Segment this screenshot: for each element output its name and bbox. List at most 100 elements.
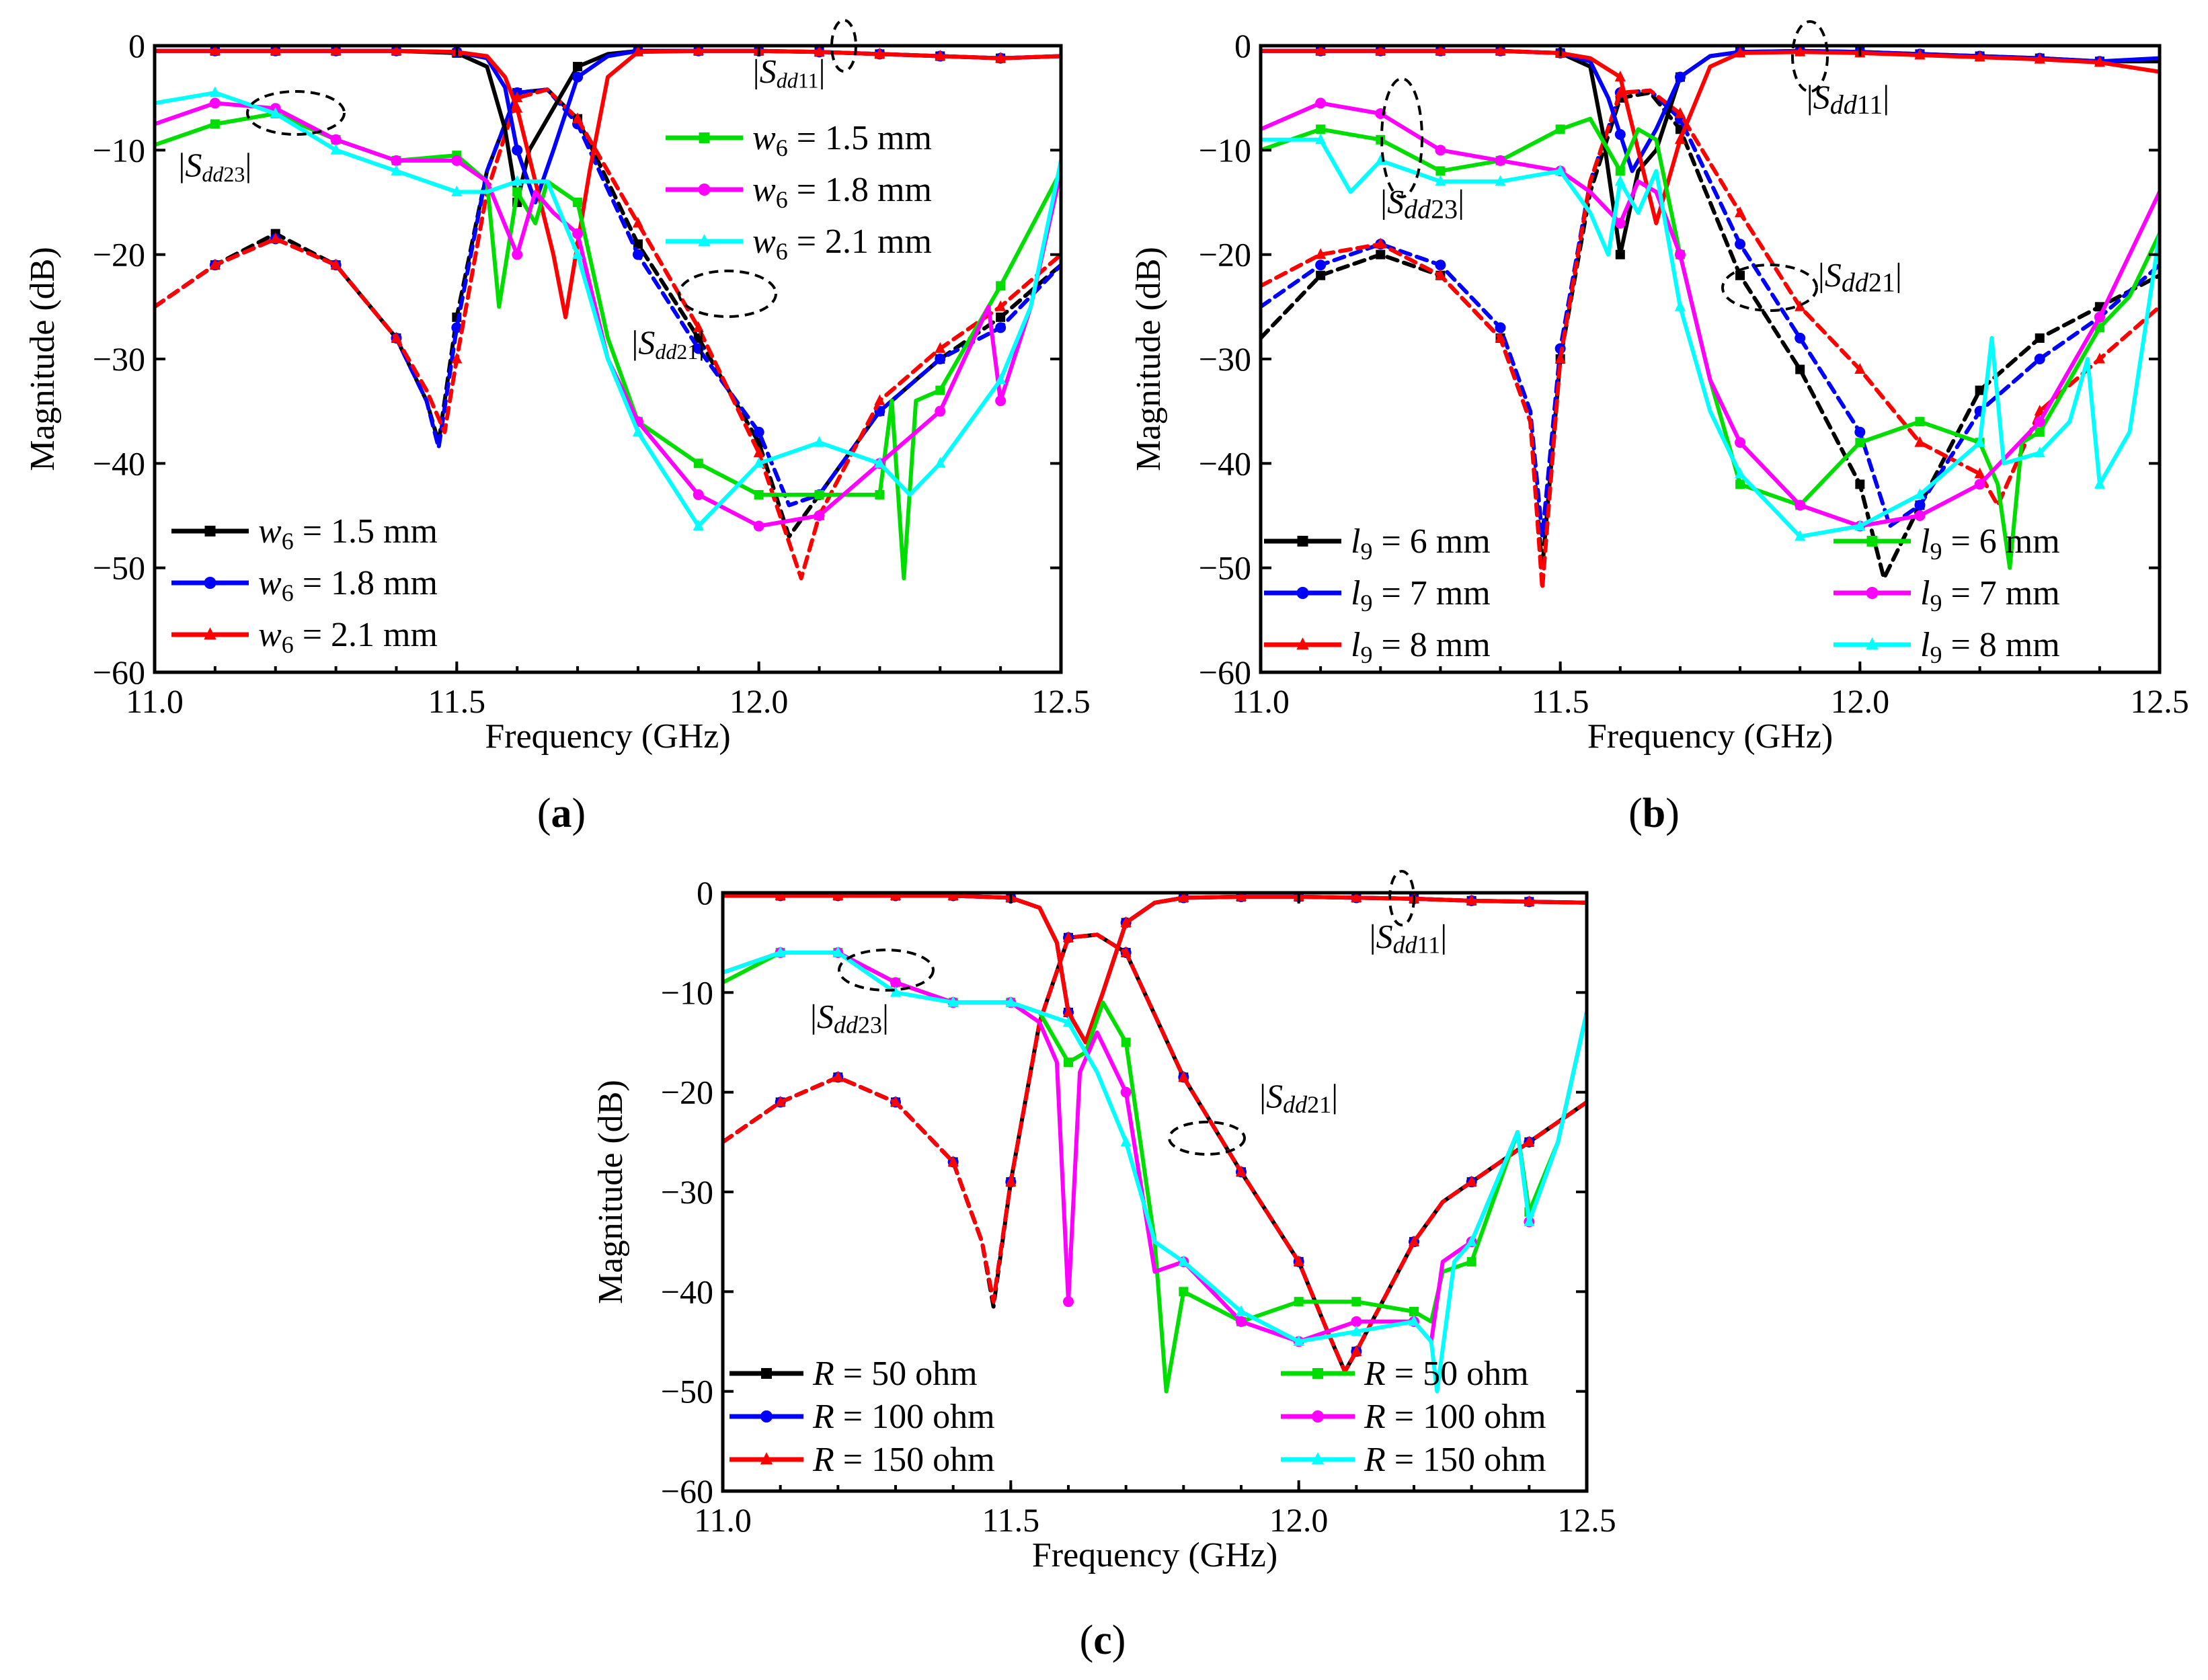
- y-tick-label: −30: [93, 340, 145, 378]
- legend-right: R = 50 ohm R = 100 ohm R = 150 ohm: [1281, 1355, 1546, 1479]
- data-point: [1495, 155, 1506, 166]
- panel-label: (a): [537, 791, 586, 836]
- data-point: [1178, 893, 1189, 902]
- data-point: [1495, 331, 1506, 343]
- legend-right: l9 = 6 mm l9 = 7 mm l9 = 8 mm: [1834, 522, 2060, 668]
- data-point: [947, 996, 959, 1007]
- y-tick-label: −40: [1199, 444, 1251, 482]
- y-tick-label: 0: [128, 27, 145, 65]
- series-sdd21-line: [723, 932, 1587, 1373]
- data-point: [1795, 332, 1806, 344]
- x-tick-label: 11.5: [1532, 682, 1589, 720]
- data-point: [2094, 311, 2105, 323]
- y-tick-label: −60: [1199, 653, 1251, 691]
- data-point: [1375, 237, 1386, 249]
- legend-label: w6 = 1.5 mm: [258, 512, 438, 555]
- legend-label: R = 50 ohm: [812, 1355, 978, 1393]
- data-point: [1795, 300, 1806, 311]
- data-point: [753, 446, 764, 458]
- data-point: [935, 49, 946, 61]
- data-point: [832, 893, 844, 900]
- data-point: [1315, 248, 1327, 259]
- data-point: [1914, 488, 1926, 499]
- data-point: [1120, 916, 1132, 927]
- data-point: [1914, 436, 1926, 447]
- x-axis-title: Frequency (GHz): [1032, 1536, 1277, 1574]
- legend-marker: [698, 184, 711, 196]
- data-point: [391, 164, 402, 175]
- data-point: [1974, 50, 1985, 62]
- data-point: [1735, 437, 1746, 448]
- data-point: [832, 946, 844, 957]
- legend-marker: [1296, 587, 1309, 599]
- x-axis-title: Frequency (GHz): [1587, 717, 1833, 756]
- data-point: [1408, 1235, 1420, 1246]
- panel-label: (c): [1080, 1617, 1126, 1663]
- data-point: [1293, 1255, 1304, 1267]
- legend-marker: [761, 1368, 772, 1379]
- x-tick-label: 12.5: [1557, 1501, 1616, 1539]
- data-point: [890, 893, 902, 900]
- series-sdd23-line: [155, 101, 1061, 528]
- legend-marker: [698, 234, 711, 247]
- data-point: [1555, 124, 1565, 134]
- data-point: [330, 258, 342, 270]
- data-point: [270, 232, 281, 243]
- data-point: [1064, 1057, 1073, 1068]
- data-point: [1435, 145, 1446, 156]
- series-sdd21-line: [1261, 90, 2160, 581]
- data-point: [890, 977, 901, 988]
- data-point: [1466, 1235, 1477, 1246]
- data-point: [1854, 519, 1866, 531]
- legend-label: R = 150 ohm: [812, 1441, 995, 1479]
- data-point: [1795, 46, 1806, 56]
- data-point: [2035, 333, 2045, 343]
- data-point: [1615, 166, 1625, 176]
- annotation-ellipse: [830, 19, 857, 73]
- data-point: [2034, 416, 2045, 428]
- data-point: [814, 489, 824, 499]
- data-point: [2094, 56, 2105, 67]
- data-point: [572, 112, 584, 124]
- data-point: [632, 249, 643, 260]
- data-point: [947, 1155, 959, 1166]
- annotation-dd23: |Sdd23|: [178, 146, 251, 186]
- data-point: [209, 97, 221, 109]
- data-point: [1062, 931, 1074, 943]
- data-point: [775, 1095, 786, 1107]
- data-point: [754, 489, 764, 499]
- data-point: [1005, 996, 1017, 1007]
- y-tick-label: −30: [661, 1173, 713, 1211]
- data-point: [995, 322, 1007, 333]
- legend-label: l9 = 6 mm: [1351, 522, 1491, 565]
- y-axis-title: Magnitude (dB): [1130, 247, 1168, 471]
- data-point: [573, 62, 583, 72]
- annotation-ellipse: [1721, 264, 1818, 312]
- annotation-ellipse: [1791, 20, 1829, 93]
- data-point: [1316, 270, 1326, 280]
- legend-label: l9 = 8 mm: [1920, 626, 2060, 668]
- data-point: [512, 187, 522, 197]
- data-point: [2094, 352, 2105, 364]
- data-point: [1674, 300, 1686, 311]
- data-point: [512, 102, 523, 113]
- series-sdd23-line: [1261, 137, 2160, 539]
- legend-label: l9 = 8 mm: [1351, 626, 1491, 668]
- data-point: [632, 426, 643, 437]
- data-point: [1316, 124, 1326, 134]
- data-point: [330, 143, 342, 155]
- annotation-ellipse: [838, 949, 935, 992]
- data-point: [693, 343, 704, 354]
- data-point: [1735, 467, 1746, 479]
- data-point: [890, 986, 902, 997]
- data-point: [512, 249, 523, 260]
- data-point: [1524, 1135, 1535, 1147]
- annotation-ellipse: [1380, 77, 1423, 198]
- data-point: [1236, 1316, 1247, 1327]
- x-tick-label: 12.5: [1031, 682, 1091, 720]
- data-point: [1614, 71, 1626, 82]
- legend-label: R = 100 ohm: [812, 1398, 995, 1436]
- x-tick-label: 11.0: [694, 1501, 752, 1539]
- data-point: [1915, 417, 1925, 427]
